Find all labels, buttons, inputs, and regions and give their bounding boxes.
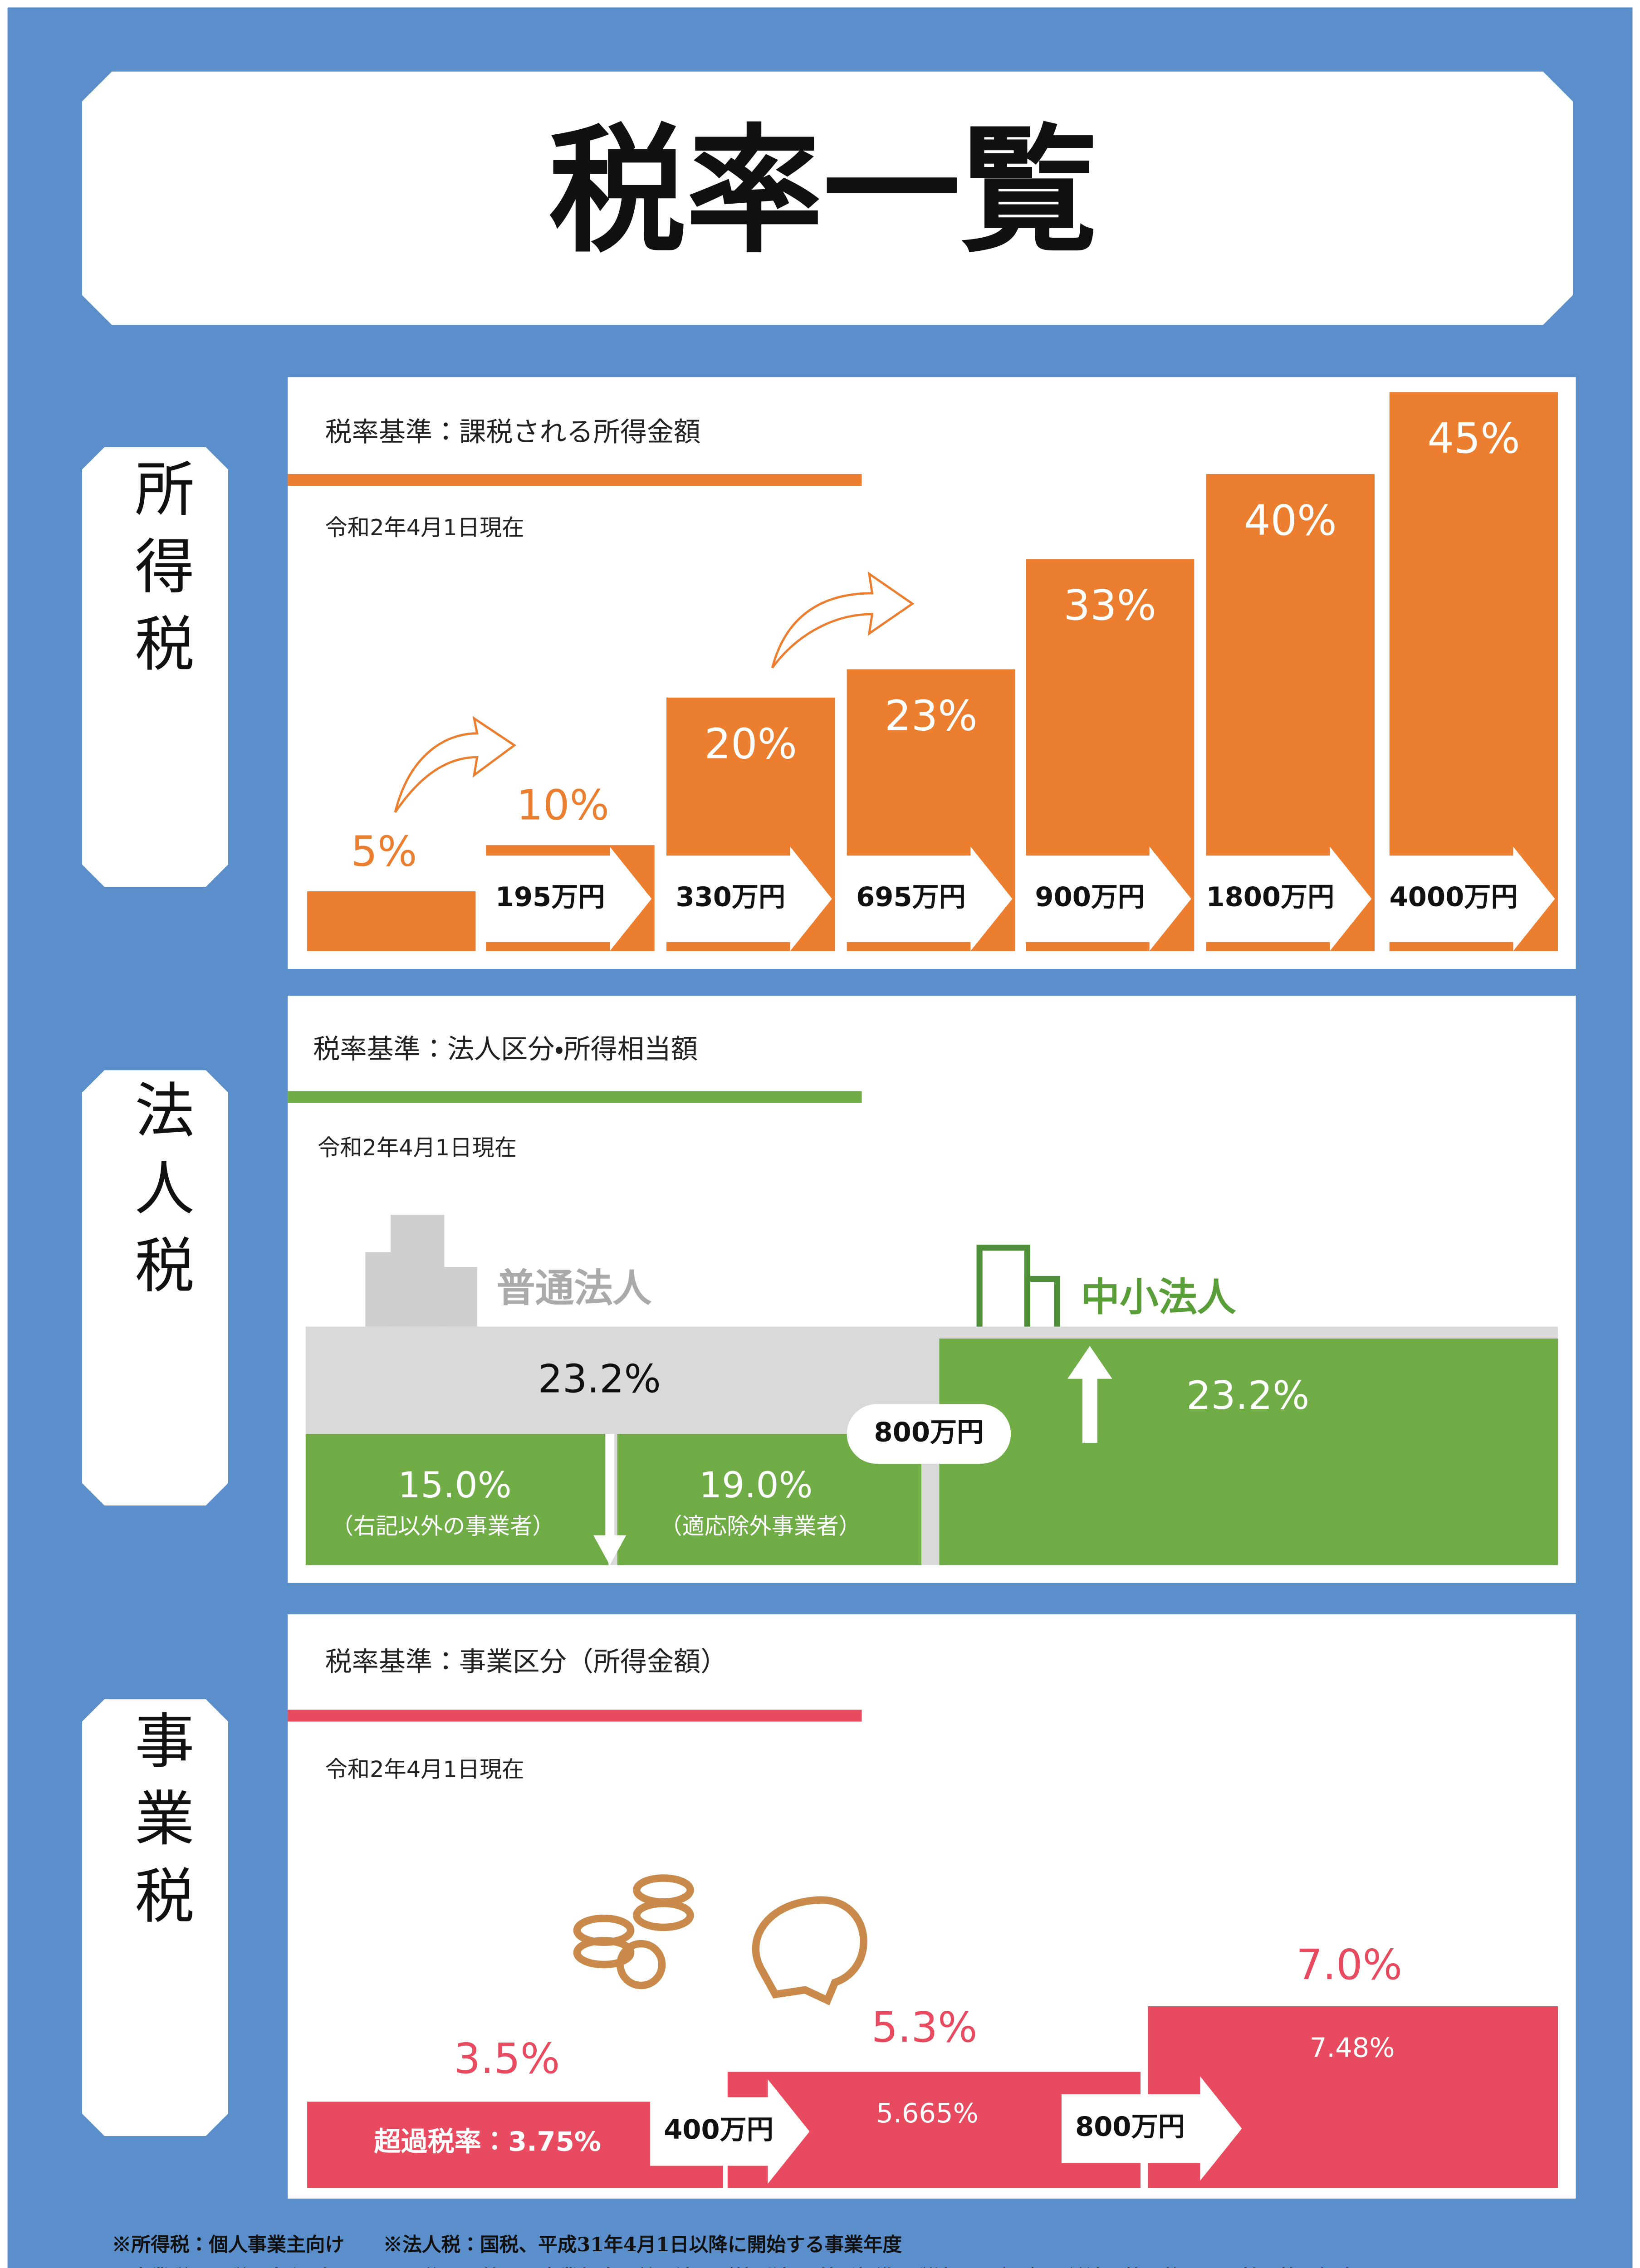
rate: 45%	[1427, 414, 1520, 463]
threshold: 900万円	[1035, 881, 1145, 913]
note: 5.665%	[876, 2097, 978, 2129]
underline	[288, 1710, 862, 1722]
date: 令和2年4月1日現在	[318, 1134, 517, 1161]
threshold: 195万円	[495, 881, 605, 913]
rate: 40%	[1244, 496, 1336, 545]
threshold-arrow	[1382, 846, 1555, 951]
note: （右記以外の事業者）	[331, 1513, 555, 1540]
threshold-arrow	[659, 846, 832, 951]
rate: 20%	[704, 720, 797, 768]
threshold-arrow	[1199, 846, 1372, 951]
building-icon	[365, 1215, 477, 1327]
date: 令和2年4月1日現在	[325, 1756, 524, 1782]
title: 税率一覧	[548, 112, 1097, 271]
threshold-arrow	[650, 2079, 810, 2184]
threshold-arrow	[478, 846, 652, 951]
section-label: 法人税	[125, 1079, 194, 1312]
footnote: ※事業税：国税、令和2年4月1日以後に開始する事業年度、普通法人（特別法人・外形…	[112, 2266, 1357, 2268]
footnote: ※所得税：個人事業主向け ※法人税：国税、平成31年4月1日以降に開始する事業年…	[112, 2234, 902, 2256]
small-box	[939, 1338, 1558, 1565]
rate: 23.2%	[538, 1357, 661, 1402]
small-label: 中小法人	[1081, 1275, 1236, 1320]
threshold: 400万円	[664, 2114, 773, 2145]
rate: 5.3%	[871, 2003, 978, 2052]
sub-box	[305, 1434, 608, 1565]
rate: 5%	[351, 827, 417, 875]
section-label: 事業税	[125, 1710, 194, 1942]
income-bars: 5% 10% 20% 23% 33% 40% 45% 195万円 330万円 695万円 900万円…	[307, 392, 1558, 951]
tab	[82, 1070, 228, 1505]
tab	[82, 447, 228, 887]
rate: 10%	[516, 781, 609, 829]
rate: 23.2%	[1186, 1374, 1309, 1418]
threshold: 800万円	[874, 1416, 984, 1447]
threshold-arrow	[839, 846, 1013, 951]
threshold-arrow	[1061, 2076, 1242, 2181]
rate: 19.0%	[699, 1464, 813, 1506]
coin-icon	[573, 1874, 867, 2005]
underline	[288, 474, 862, 486]
criterion: 税率基準：事業区分（所得金額）	[325, 1646, 728, 1677]
large-label: 普通法人	[496, 1266, 651, 1311]
threshold-arrow	[1018, 846, 1191, 951]
rate: 3.5%	[454, 2034, 560, 2083]
section-label: 所得税	[125, 458, 194, 690]
threshold: 330万円	[676, 881, 785, 913]
date: 令和2年4月1日現在	[325, 514, 524, 541]
down-arrow	[593, 1434, 627, 1565]
rate: 15.0%	[398, 1464, 512, 1506]
threshold: 800万円	[1075, 2111, 1185, 2142]
threshold: 695万円	[856, 881, 966, 913]
title-box	[82, 71, 1573, 325]
underline	[288, 1091, 862, 1103]
tab	[82, 1699, 228, 2136]
note: 7.48%	[1310, 2032, 1395, 2063]
up-arrow	[1067, 1346, 1112, 1443]
note: 超過税率：3.75%	[374, 2126, 601, 2157]
rate-bar	[307, 891, 476, 951]
criterion: 税率基準：法人区分・所得相当額	[313, 1033, 698, 1065]
rate: 33%	[1063, 581, 1156, 630]
threshold-pill	[847, 1404, 1011, 1464]
deco-arrow	[771, 571, 915, 669]
criterion: 税率基準：課税される所得金額	[325, 416, 701, 447]
note: （適応除外事業者）	[660, 1513, 861, 1540]
threshold: 1800万円	[1206, 881, 1334, 913]
rate: 7.0%	[1296, 1941, 1402, 1989]
rate: 23%	[885, 691, 977, 740]
deco-arrow	[394, 716, 517, 813]
threshold: 4000万円	[1390, 881, 1518, 913]
